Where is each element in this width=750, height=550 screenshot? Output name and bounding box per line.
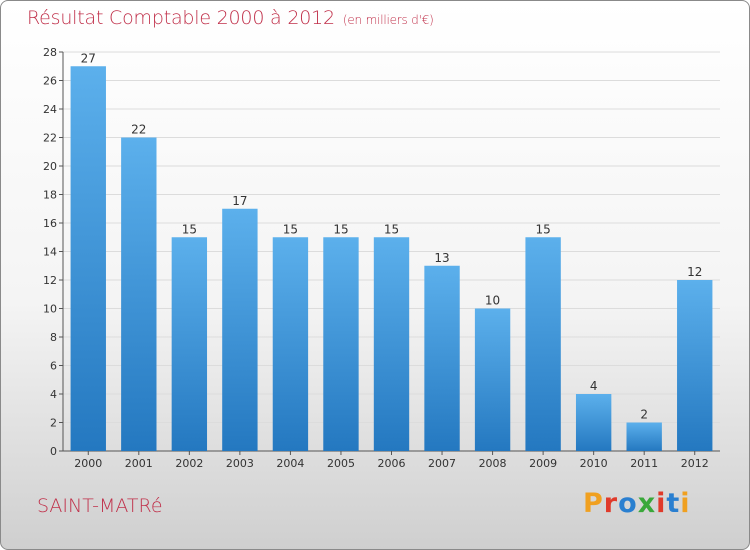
brand-letter: x [637, 488, 657, 519]
bar [677, 280, 713, 451]
x-tick-label: 2006 [378, 457, 406, 470]
data-label: 4 [590, 379, 598, 393]
bar [474, 308, 511, 451]
bar [525, 237, 561, 451]
y-tick-label: 0 [50, 445, 57, 458]
y-tick-label: 8 [50, 331, 57, 344]
data-label: 15 [182, 222, 197, 236]
chart-title: Résultat Comptable 2000 à 2012 (en millie… [27, 7, 434, 29]
x-tick-label: 2000 [74, 457, 102, 470]
data-label: 15 [283, 222, 298, 236]
bar [323, 237, 359, 451]
bar [121, 137, 157, 451]
x-tick-label: 2008 [479, 457, 507, 470]
x-tick-label: 2001 [125, 457, 153, 470]
bar [222, 208, 258, 451]
x-tick-label: 2002 [175, 457, 203, 470]
x-tick-label: 2005 [327, 457, 355, 470]
brand-letter: i [680, 488, 691, 519]
bars [70, 66, 713, 451]
bar [272, 237, 309, 451]
brand-letter: r [603, 488, 619, 519]
data-label: 15 [384, 222, 399, 236]
data-label: 2 [640, 408, 648, 422]
x-tick-label: 2003 [226, 457, 254, 470]
y-tick-label: 16 [43, 217, 57, 230]
brand-letter: P [583, 488, 604, 519]
brand-logo[interactable]: Proxiti [583, 488, 691, 519]
y-tick-label: 4 [50, 388, 57, 401]
bar [626, 422, 662, 451]
brand-letter: o [618, 488, 638, 519]
data-label: 22 [131, 123, 146, 137]
data-label: 12 [687, 265, 702, 279]
y-tick-label: 2 [50, 417, 57, 430]
data-label: 13 [434, 251, 449, 265]
y-tick-label: 18 [43, 189, 57, 202]
data-label: 27 [81, 51, 96, 65]
x-tick-label: 2007 [428, 457, 456, 470]
y-tick-label: 26 [43, 75, 57, 88]
x-tick-label: 2004 [276, 457, 304, 470]
y-tick-label: 10 [43, 303, 57, 316]
bar [70, 66, 106, 451]
brand-letter: i [656, 488, 667, 519]
bar [424, 265, 460, 451]
data-label: 15 [535, 222, 550, 236]
bar [575, 394, 612, 451]
chart-subtitle: (en milliers d'€) [342, 13, 434, 27]
y-tick-label: 6 [50, 360, 57, 373]
y-tick-label: 12 [43, 274, 57, 287]
y-tick-label: 14 [43, 246, 57, 259]
x-tick-label: 2009 [529, 457, 557, 470]
brand-letter: t [666, 488, 681, 519]
bar [373, 237, 410, 451]
x-tick-label: 2012 [681, 457, 709, 470]
data-label: 15 [333, 222, 348, 236]
y-tick-label: 20 [43, 160, 57, 173]
x-tick-label: 2010 [580, 457, 608, 470]
commune-name: SAINT-MATRé [37, 495, 163, 517]
data-label: 10 [485, 294, 500, 308]
y-tick-label: 24 [43, 103, 57, 116]
y-tick-label: 28 [43, 46, 57, 59]
x-tick-label: 2011 [630, 457, 658, 470]
y-tick-label: 22 [43, 132, 57, 145]
data-label: 17 [232, 194, 247, 208]
chart-title-text: Résultat Comptable 2000 à 2012 [27, 7, 335, 29]
bar [171, 237, 208, 451]
